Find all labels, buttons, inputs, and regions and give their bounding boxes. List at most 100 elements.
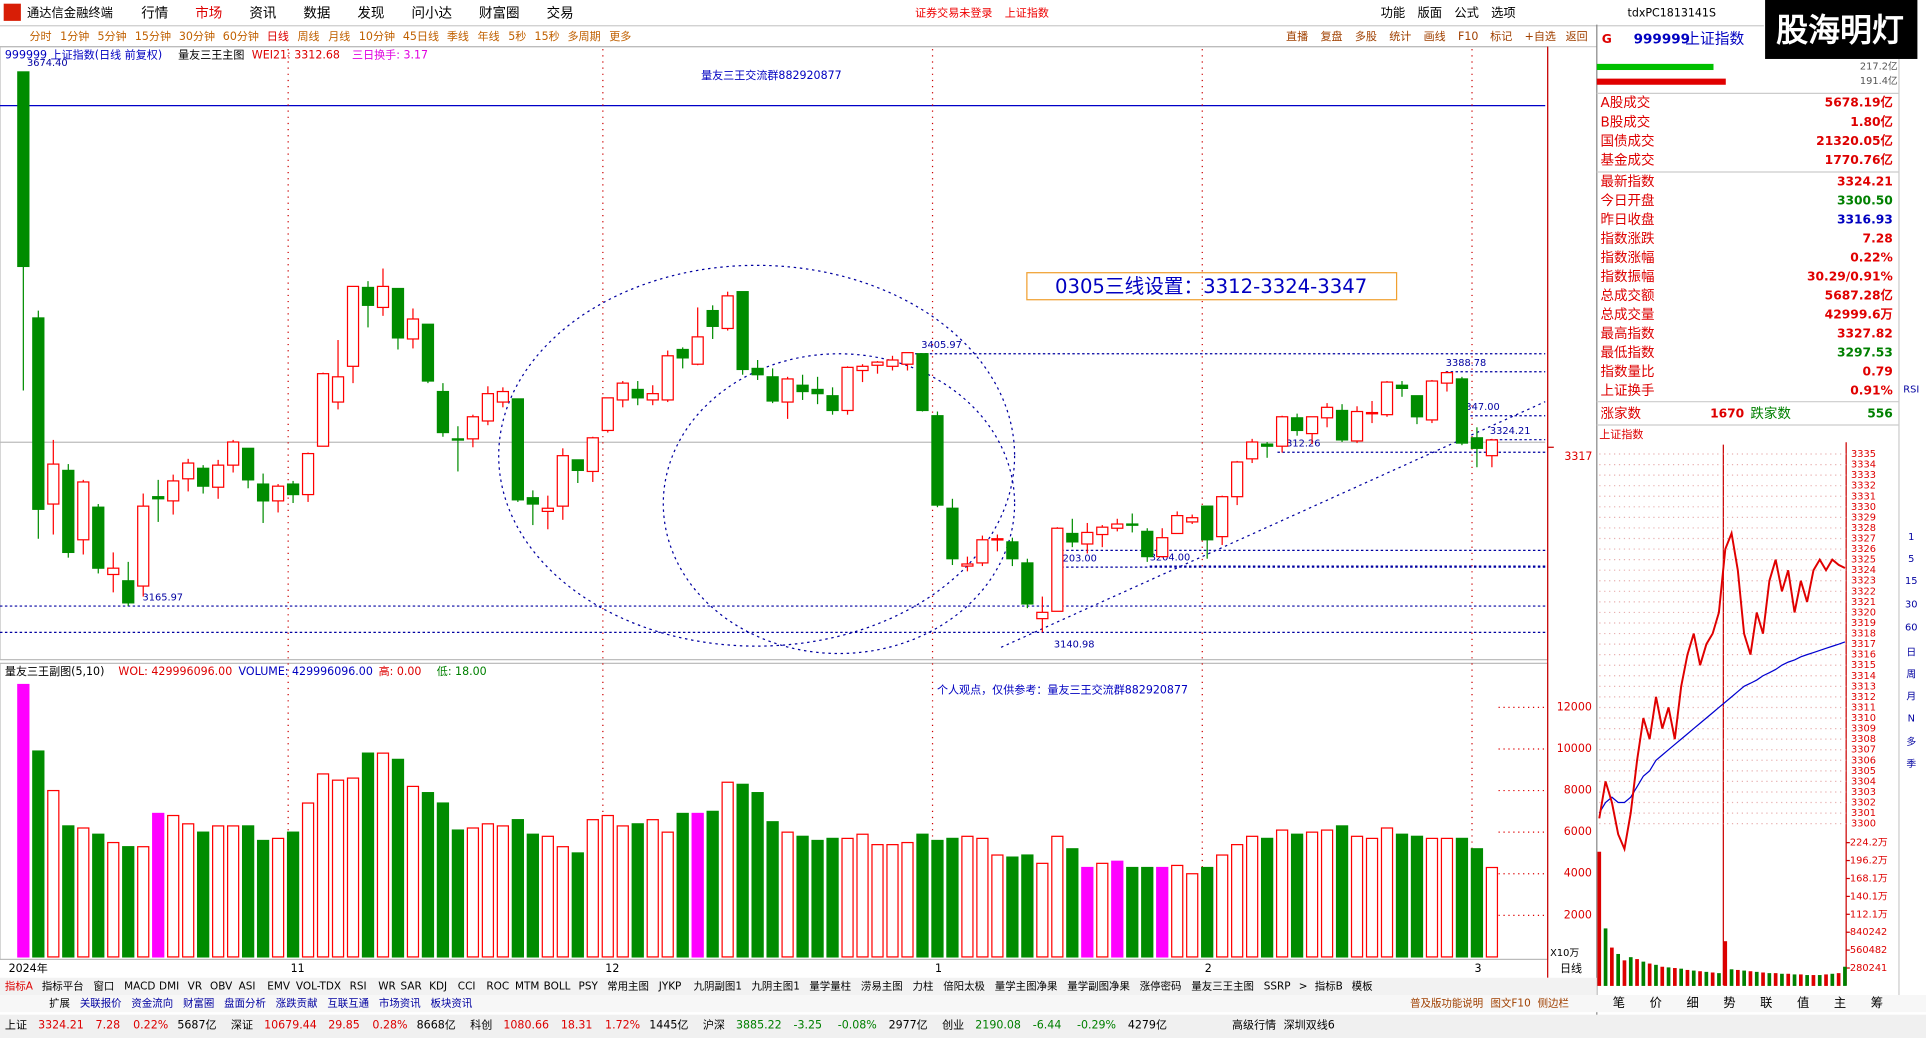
period-tab[interactable]: 日线 [267,29,289,43]
tool-button[interactable]: F10 [1458,30,1478,43]
side-icon[interactable]: 月 [1906,691,1916,703]
mini-tab[interactable]: 联 [1760,996,1772,1010]
indicator-tab[interactable]: CCI [458,980,476,992]
tool-button[interactable]: 返回 [1566,30,1588,43]
period-tab[interactable]: 15秒 [535,29,560,43]
indicator-tab[interactable]: VOL-TDX [296,980,341,992]
period-tab[interactable]: 5秒 [508,29,526,43]
indicator-tab[interactable]: SSRP [1264,980,1291,992]
mini-tab[interactable]: 细 [1686,996,1698,1010]
side-icon[interactable]: 多 [1906,735,1916,748]
indicator-tab[interactable]: BOLL [544,980,571,992]
extra-tab[interactable]: 板块资讯 [431,997,473,1010]
indicator-tab[interactable]: RSI [350,980,367,992]
indicator-tab[interactable]: 倍阳太极 [943,979,985,992]
side-icon[interactable]: 30 [1905,599,1917,610]
indicator-tab[interactable]: > [1299,980,1308,992]
indicator-tab[interactable]: 九阴副图1 [694,980,742,992]
menu-item[interactable]: 交易 [547,5,574,22]
system-menu[interactable]: 版面 [1417,6,1442,20]
menu-item[interactable]: 资讯 [249,6,276,22]
indicator-tab[interactable]: 指标平台 [42,979,84,992]
indicator-tab[interactable]: 涨停密码 [1140,979,1182,992]
side-link[interactable]: 普及版功能说明 [1410,997,1483,1010]
tool-button[interactable]: 画线 [1424,29,1446,43]
period-tab[interactable]: 45日线 [403,29,439,43]
mini-tab[interactable]: 主 [1834,996,1846,1010]
extra-tab[interactable]: 关联报价 [80,997,122,1010]
period-tab[interactable]: 季线 [447,29,469,43]
extra-tab[interactable]: 涨跌贡献 [276,997,318,1010]
indicator-tab[interactable]: 量学副图净果 [1067,979,1130,992]
side-link[interactable]: 图文F10 [1491,997,1531,1010]
period-tab[interactable]: 5分钟 [98,29,127,43]
period-tab[interactable]: 多周期 [567,29,600,43]
extra-tab[interactable]: 市场资讯 [379,997,421,1010]
system-menu[interactable]: 选项 [1491,6,1516,20]
indicator-tab[interactable]: ROC [486,980,509,992]
system-menu[interactable]: 公式 [1454,6,1479,20]
tool-button[interactable]: 统计 [1389,30,1411,43]
indicator-tab[interactable]: DMI [159,980,179,992]
indicator-tab[interactable]: 模板 [1352,979,1373,992]
extra-tab[interactable]: 盘面分析 [224,997,266,1010]
indicator-tab[interactable]: 量学主图净果 [995,979,1058,992]
side-icon[interactable]: 60 [1905,623,1917,634]
mini-tab[interactable]: 值 [1797,995,1809,1010]
indicator-tab[interactable]: VR [188,980,202,992]
indicator-tab[interactable]: 指标B [1315,979,1343,992]
indicator-tab[interactable]: 量学量柱 [809,979,851,992]
menu-item[interactable]: 数据 [303,6,330,22]
indicator-tab[interactable]: KDJ [429,980,447,992]
menu-item[interactable]: 行情 [141,6,168,22]
system-menu[interactable]: 功能 [1381,6,1406,20]
indicator-tab[interactable]: 九阴主图1 [751,980,799,992]
indicator-tab[interactable]: WR [378,980,396,992]
indicator-tab[interactable]: MACD [124,980,155,992]
menu-item[interactable]: 问小达 [411,6,452,22]
extra-tab[interactable]: 扩展 [49,997,70,1010]
indicator-tab[interactable]: PSY [579,980,599,992]
period-tab[interactable]: 1分钟 [60,29,89,43]
indicator-tab[interactable]: JYKP [658,980,682,992]
tool-button[interactable]: 直播 [1286,29,1308,43]
side-icon[interactable]: N [1908,714,1915,725]
extra-tab[interactable]: 资金流向 [131,997,173,1010]
indicator-tab[interactable]: 常用主图 [607,979,649,992]
tool-button[interactable]: 复盘 [1320,29,1342,43]
period-tab[interactable]: 15分钟 [135,29,171,43]
period-tab[interactable]: 30分钟 [179,29,215,43]
indicator-tab[interactable]: MTM [515,980,539,992]
side-icon[interactable]: 季 [1906,758,1916,770]
side-icon[interactable]: 5 [1908,554,1914,565]
mini-tab[interactable]: 笔 [1613,995,1625,1010]
indicator-tab[interactable]: 涝易主图 [861,979,903,992]
side-icon[interactable]: 周 [1906,668,1916,680]
period-tab[interactable]: 60分钟 [223,29,259,43]
indicator-tab[interactable]: ASI [239,980,256,992]
indicator-tab[interactable]: 量友三王主图 [1191,979,1254,992]
side-icon[interactable]: RSI [1903,384,1919,395]
side-link[interactable]: 侧边栏 [1538,997,1569,1010]
indicator-tab[interactable]: OBV [210,980,233,992]
indicator-tab[interactable]: 指标A [5,979,34,992]
period-tab[interactable]: 更多 [609,29,631,43]
menu-item[interactable]: 发现 [357,6,384,22]
extra-tab[interactable]: 互联互通 [327,998,369,1010]
side-icon[interactable]: 1 [1908,532,1914,543]
indicator-tab[interactable]: SAR [401,980,422,992]
menu-item[interactable]: 财富圈 [479,5,519,22]
tool-button[interactable]: 多股 [1355,29,1377,43]
tool-button[interactable]: +自选 [1525,30,1556,43]
mini-tab[interactable]: 价 [1650,996,1662,1010]
side-icon[interactable]: 日 [1906,647,1916,658]
indicator-tab[interactable]: 窗口 [93,979,114,992]
period-tab[interactable]: 月线 [328,29,350,43]
period-tab[interactable]: 10分钟 [359,29,395,43]
extra-tab[interactable]: 财富圈 [183,997,214,1010]
tool-button[interactable]: 标记 [1490,29,1512,43]
period-tab[interactable]: 年线 [478,29,500,43]
mini-tab[interactable]: 筹 [1871,996,1883,1010]
period-tab[interactable]: 周线 [297,29,319,43]
mini-tab[interactable]: 势 [1723,996,1735,1010]
